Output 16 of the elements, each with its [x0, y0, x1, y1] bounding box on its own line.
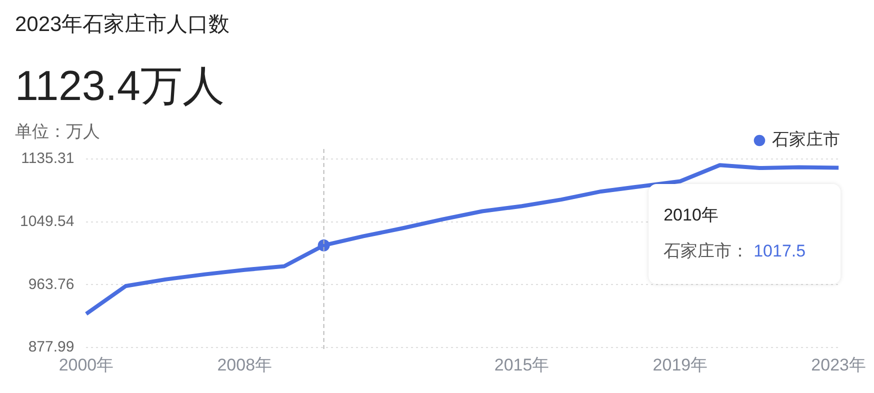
- annotation: 2010年: [664, 206, 718, 225]
- chart-title: 2023年石家庄市人口数: [15, 12, 230, 38]
- x-tick-label: 2000年: [58, 355, 114, 374]
- y-tick-label: 877.99: [28, 338, 74, 356]
- y-tick-label: 1049.54: [20, 213, 74, 230]
- x-tick-label: 2019年: [652, 355, 708, 374]
- y-tick-label: 963.76: [28, 276, 74, 293]
- chart-subtitle: 1123.4万人: [15, 61, 224, 111]
- annotation: 1017.5: [754, 242, 806, 261]
- y-tick-label: 1135.31: [21, 150, 74, 168]
- x-tick-label: 2023年: [811, 355, 866, 374]
- x-tick-label: 2008年: [217, 355, 272, 374]
- legend-label: 石家庄市: [772, 130, 840, 150]
- y-axis-title: 单位：万人: [15, 121, 100, 143]
- x-tick-label: 2015年: [494, 355, 550, 374]
- annotation: 石家庄市：: [664, 242, 749, 261]
